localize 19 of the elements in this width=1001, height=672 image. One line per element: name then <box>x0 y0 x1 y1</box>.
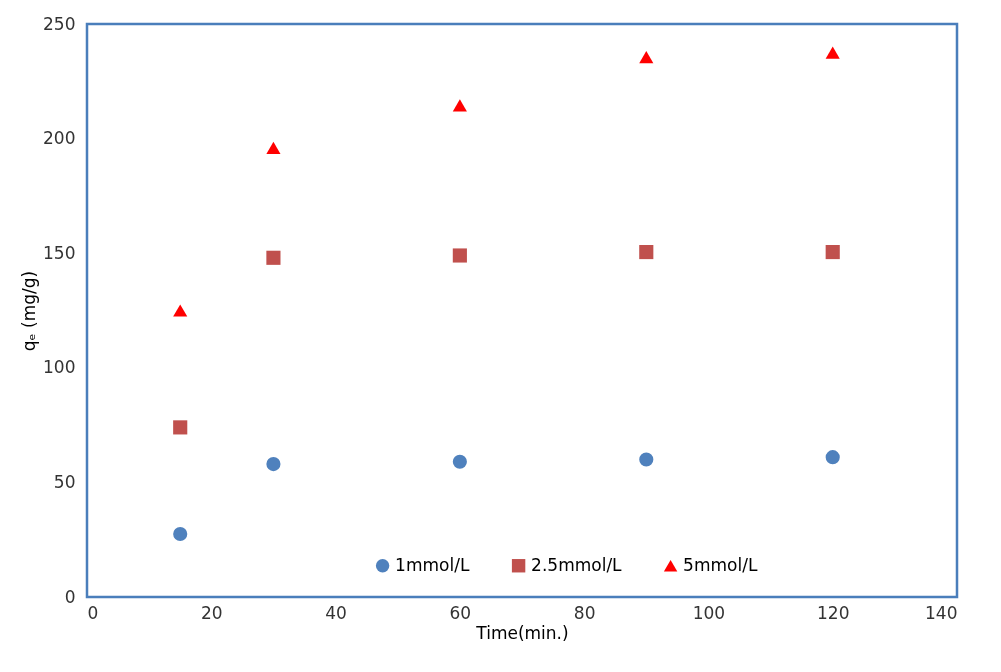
y-axis-title: qₑ (mg/g) <box>19 270 40 352</box>
legend-label: 5mmol/L <box>683 554 758 575</box>
legend-label: 1mmol/L <box>395 554 470 575</box>
legend-label: 2.5mmol/L <box>531 554 623 575</box>
x-tick-label: 40 <box>325 602 347 623</box>
x-tick-label: 120 <box>816 602 850 623</box>
y-tick-label: 200 <box>43 128 76 149</box>
y-tick-label: 100 <box>43 357 76 378</box>
y-tick-label: 50 <box>53 471 76 492</box>
y-tick-label: 150 <box>43 242 76 263</box>
x-tick-label: 60 <box>449 602 472 623</box>
y-tick-label: 0 <box>64 586 76 607</box>
x-tick-label: 100 <box>692 602 726 623</box>
x-tick-label: 20 <box>200 602 223 623</box>
x-tick-label: 140 <box>925 602 958 623</box>
y-tick-label: 250 <box>43 13 76 34</box>
x-tick-label: 80 <box>573 602 596 623</box>
x-tick-label: 0 <box>87 602 99 623</box>
x-axis-title: Time(min.) <box>475 622 569 643</box>
